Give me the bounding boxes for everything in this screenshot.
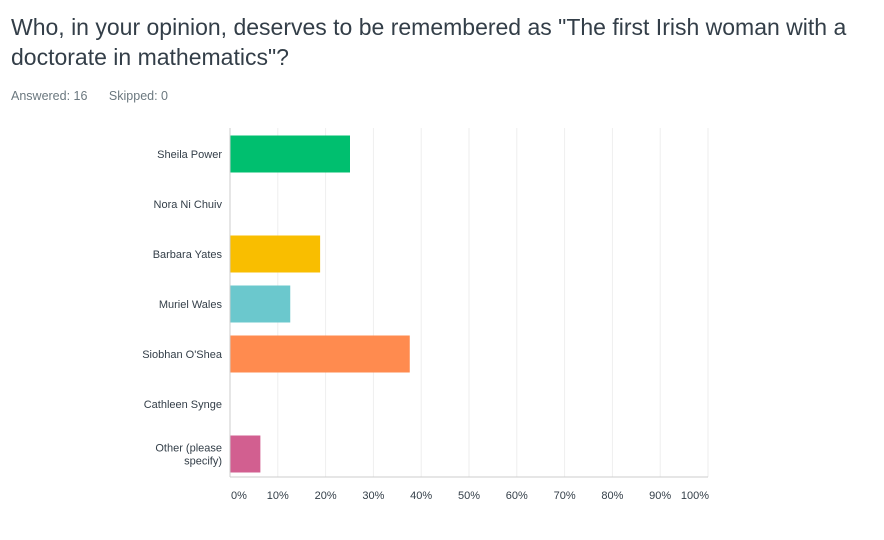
x-tick-label: 80% [601, 490, 623, 502]
bar [230, 435, 261, 473]
category-label: Cathleen Synge [144, 399, 222, 411]
category-label: Barbara Yates [153, 249, 223, 261]
category-label: Nora Ni Chuiv [154, 199, 223, 211]
category-label: Muriel Wales [159, 299, 223, 311]
x-tick-label: 90% [649, 490, 671, 502]
bar [230, 135, 350, 173]
response-stats: Answered: 16 Skipped: 0 [11, 89, 168, 103]
bar [230, 285, 291, 323]
category-label: specify) [184, 456, 222, 468]
x-tick-label: 40% [410, 490, 432, 502]
x-tick-label: 0% [231, 490, 247, 502]
x-tick-label: 60% [506, 490, 528, 502]
x-tick-label: 20% [315, 490, 337, 502]
bar [230, 335, 410, 373]
x-tick-label: 70% [554, 490, 576, 502]
x-tick-label: 30% [362, 490, 384, 502]
x-tick-label: 50% [458, 490, 480, 502]
bar [230, 235, 321, 273]
x-tick-label: 100% [681, 490, 709, 502]
x-tick-label: 10% [267, 490, 289, 502]
category-label: Sheila Power [157, 149, 222, 161]
skipped-count: Skipped: 0 [108, 89, 168, 103]
answered-count: Answered: 16 [11, 89, 88, 103]
question-title: Who, in your opinion, deserves to be rem… [11, 14, 847, 70]
category-label: Siobhan O'Shea [142, 349, 223, 361]
category-label: Other (please [155, 443, 222, 455]
